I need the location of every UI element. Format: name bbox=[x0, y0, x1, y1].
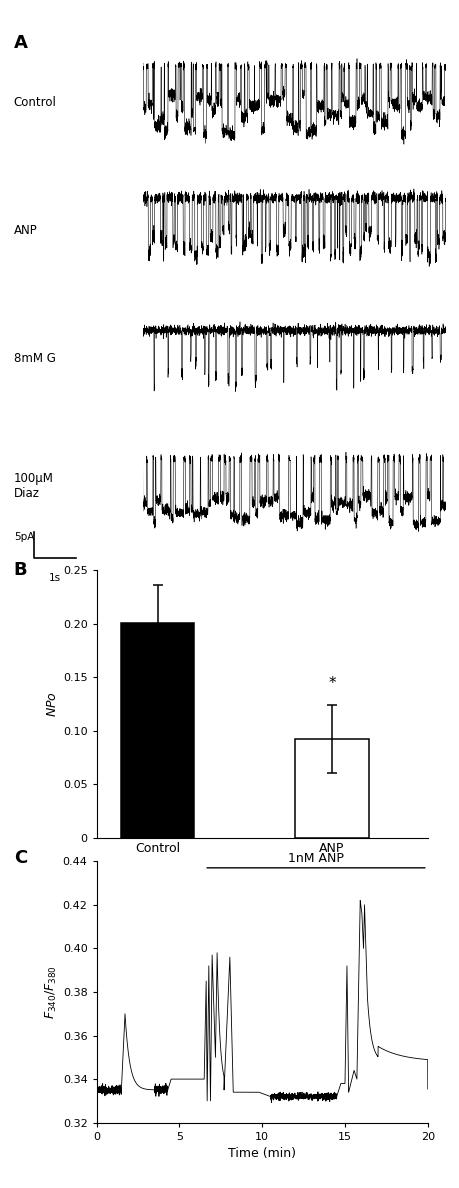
Bar bbox=[121, 623, 194, 838]
Text: 8mM G: 8mM G bbox=[14, 352, 56, 365]
Text: C: C bbox=[14, 849, 27, 867]
Text: Control: Control bbox=[14, 95, 56, 108]
Text: ANP: ANP bbox=[14, 223, 38, 236]
Text: 1nM ANP: 1nM ANP bbox=[287, 852, 343, 865]
Text: B: B bbox=[14, 561, 28, 579]
Y-axis label: $F_{340}/F_{380}$: $F_{340}/F_{380}$ bbox=[43, 965, 58, 1019]
Text: 5pA: 5pA bbox=[14, 532, 34, 543]
Y-axis label: $NPo$: $NPo$ bbox=[45, 691, 59, 716]
Text: *: * bbox=[327, 676, 335, 691]
X-axis label: Time (min): Time (min) bbox=[228, 1148, 296, 1161]
Text: 1s: 1s bbox=[49, 573, 61, 582]
Bar bbox=[295, 739, 368, 838]
Text: A: A bbox=[14, 34, 28, 52]
Text: 100μM
Diaz: 100μM Diaz bbox=[14, 472, 54, 500]
